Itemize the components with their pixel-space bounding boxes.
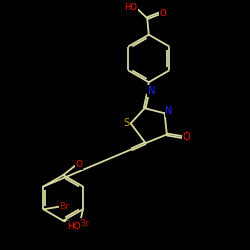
Text: HO: HO xyxy=(67,222,81,230)
Text: HO: HO xyxy=(124,3,137,12)
Text: N: N xyxy=(148,86,155,96)
Text: Br: Br xyxy=(79,219,89,228)
Text: O: O xyxy=(160,9,166,18)
Text: Br: Br xyxy=(60,202,69,211)
Text: S: S xyxy=(123,118,129,128)
Text: O: O xyxy=(76,160,82,169)
Text: O: O xyxy=(183,132,190,142)
Text: N: N xyxy=(165,106,173,116)
